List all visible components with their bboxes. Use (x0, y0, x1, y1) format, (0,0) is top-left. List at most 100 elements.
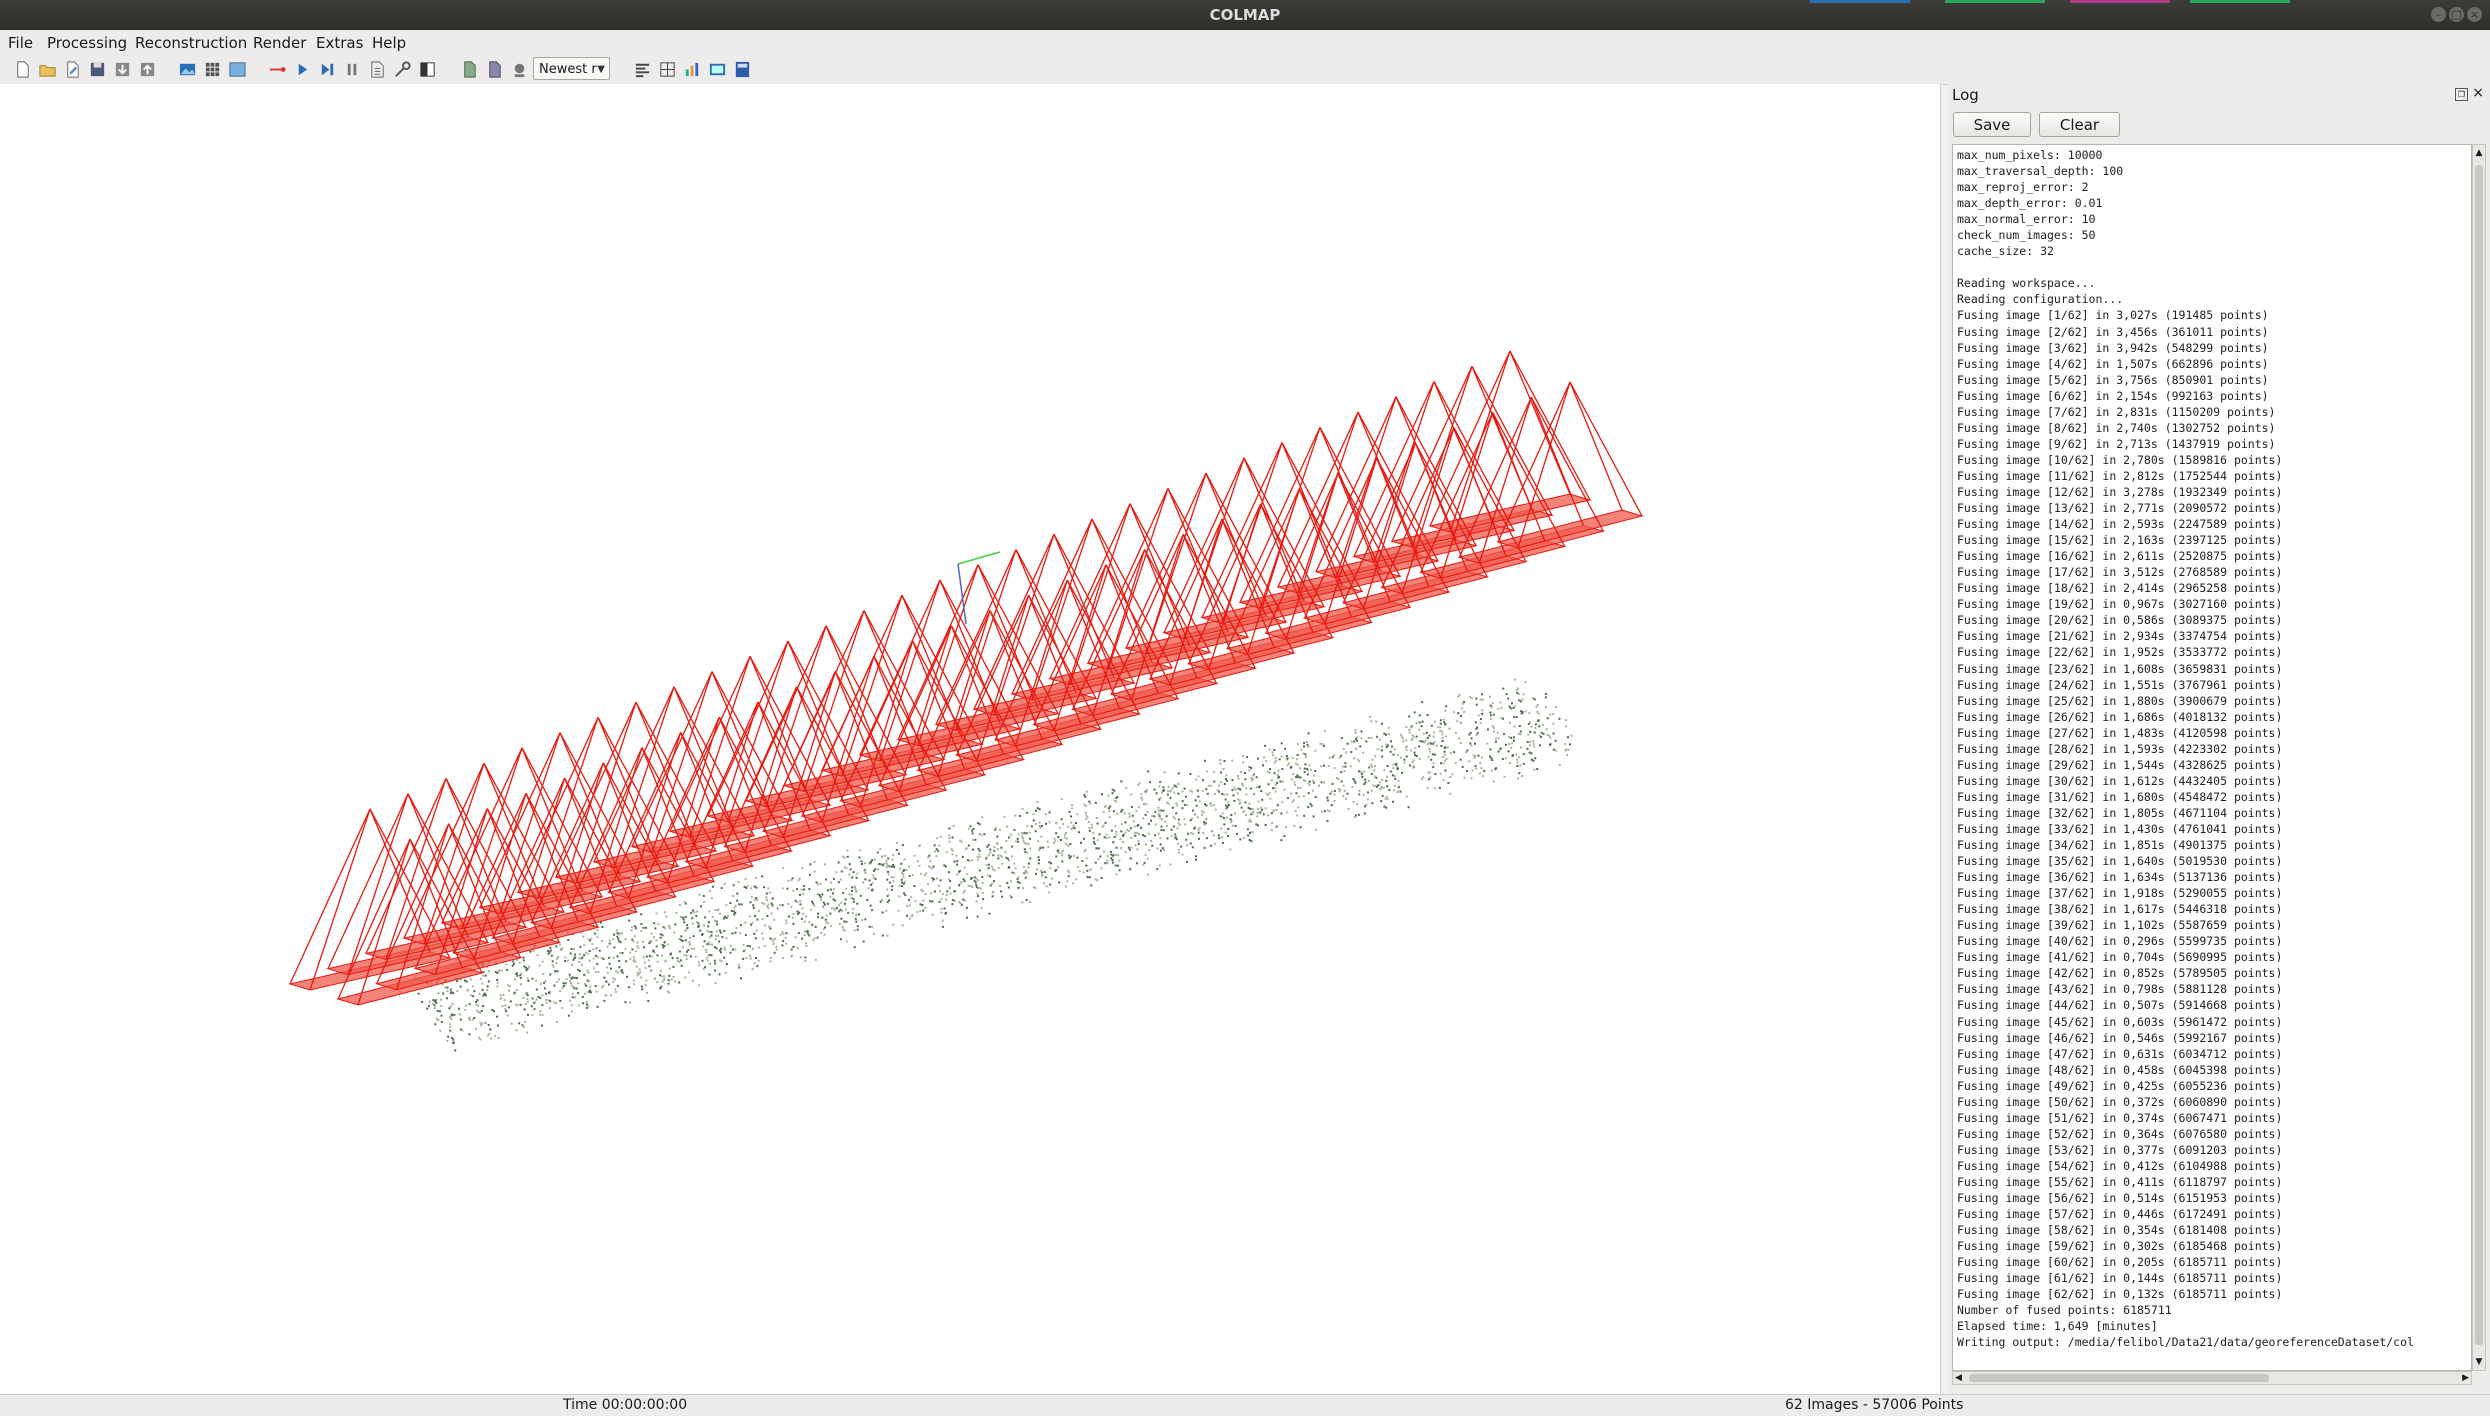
point (1340, 780, 1343, 783)
point (547, 950, 549, 952)
camera-frustum-edge (1569, 381, 1623, 511)
point (720, 947, 723, 950)
model-stats-icon[interactable] (633, 60, 652, 79)
point (1241, 755, 1244, 757)
point (1502, 717, 1505, 720)
point (1018, 881, 1021, 884)
point (713, 919, 716, 922)
menu-render[interactable]: Render (253, 34, 307, 52)
point (1433, 787, 1436, 790)
point (1382, 786, 1385, 789)
export-model-icon[interactable] (138, 60, 157, 79)
open-project-icon[interactable] (38, 60, 57, 79)
grab-image-icon[interactable] (658, 60, 677, 79)
feature-extraction-icon[interactable] (228, 60, 247, 79)
point (1307, 806, 1310, 809)
menu-processing[interactable]: Processing (47, 34, 128, 52)
point (1444, 769, 1447, 772)
edit-project-icon[interactable] (63, 60, 82, 79)
scroll-up-icon[interactable]: ▲ (2475, 148, 2483, 158)
point (1130, 806, 1133, 808)
camera-frustum-edge (1033, 564, 1107, 726)
point (773, 951, 776, 954)
dock-float-icon[interactable]: ❐ (2455, 88, 2468, 101)
save-log-button[interactable]: Save (1953, 112, 2031, 137)
save-project-icon[interactable] (88, 60, 107, 79)
point (706, 959, 709, 962)
render-options-icon[interactable] (510, 60, 529, 79)
point (466, 989, 469, 992)
camera-frustum-edge (1092, 549, 1146, 716)
bundle-adjustment-icon[interactable] (393, 60, 412, 79)
maximize-icon[interactable]: □ (2449, 7, 2464, 22)
import-model-icon[interactable] (113, 60, 132, 79)
point (1262, 813, 1265, 816)
point (1430, 724, 1433, 727)
minimize-icon[interactable]: – (2431, 7, 2446, 22)
show-images-icon[interactable] (178, 60, 197, 79)
dock-close-icon[interactable]: × (2472, 85, 2484, 101)
point (656, 981, 659, 984)
close-icon[interactable]: × (2467, 7, 2482, 22)
point (1065, 837, 1068, 840)
point (1259, 811, 1262, 814)
point (693, 947, 696, 950)
point (1275, 759, 1278, 762)
reconstruction-options-icon[interactable] (368, 60, 387, 79)
clear-log-button[interactable]: Clear (2039, 112, 2120, 137)
render-now-icon[interactable] (485, 60, 504, 79)
pause-reconstruction-icon[interactable] (343, 60, 362, 79)
grab-movie-icon[interactable] (683, 60, 702, 79)
reconstruction-select[interactable]: Newest r ▼ (533, 57, 610, 80)
point (853, 929, 856, 932)
point (514, 1003, 517, 1006)
log-text-area[interactable]: max_num_pixels: 10000 max_traversal_dept… (1952, 144, 2472, 1371)
point (1392, 767, 1395, 769)
model-viewer[interactable] (0, 84, 1941, 1394)
point (1212, 834, 1215, 837)
point (650, 955, 653, 958)
log-vertical-scroll-thumb[interactable] (2475, 165, 2483, 1345)
point (535, 979, 538, 982)
point (672, 965, 675, 968)
dense-reconstruction-icon[interactable] (418, 60, 437, 79)
database-management-icon[interactable] (203, 60, 222, 79)
point (1082, 871, 1085, 874)
point (856, 872, 859, 875)
camera-frustum-edge (782, 671, 836, 838)
point (1220, 771, 1222, 774)
render-toggle-icon[interactable] (460, 60, 479, 79)
point (1120, 830, 1123, 833)
reconstruction-stats-icon[interactable] (733, 60, 752, 79)
menu-extras[interactable]: Extras (316, 34, 364, 52)
point (1256, 811, 1259, 814)
point (1122, 841, 1125, 844)
log-horizontal-scrollbar[interactable]: ◀ ▶ (1952, 1371, 2472, 1385)
menu-file[interactable]: File (8, 34, 34, 52)
point (906, 914, 909, 917)
step-reconstruction-icon[interactable] (318, 60, 337, 79)
scroll-right-icon[interactable]: ▶ (2462, 1373, 2469, 1383)
scroll-down-icon[interactable]: ▼ (2475, 1357, 2483, 1367)
scroll-left-icon[interactable]: ◀ (1955, 1373, 1962, 1383)
point (771, 897, 774, 900)
point (1202, 831, 1205, 834)
log-horizontal-scroll-thumb[interactable] (1969, 1374, 2269, 1382)
point (842, 892, 845, 894)
log-toggle-icon[interactable] (708, 60, 727, 79)
point (1097, 847, 1100, 850)
point (878, 863, 881, 865)
point (1064, 885, 1067, 888)
point (1115, 833, 1118, 836)
log-vertical-scrollbar[interactable]: ▲ ▼ (2472, 144, 2486, 1371)
start-reconstruction-icon[interactable] (293, 60, 312, 79)
log-dock: Log ❐ × Save Clear max_num_pixels: 10000… (1948, 84, 2490, 1394)
new-project-icon[interactable] (13, 60, 32, 79)
point (1517, 733, 1520, 735)
menu-help[interactable]: Help (372, 34, 407, 52)
point (1025, 869, 1028, 872)
point (745, 957, 748, 960)
point (707, 925, 710, 928)
feature-matching-icon[interactable] (268, 60, 287, 79)
menu-reconstruction[interactable]: Reconstruction (135, 34, 248, 52)
